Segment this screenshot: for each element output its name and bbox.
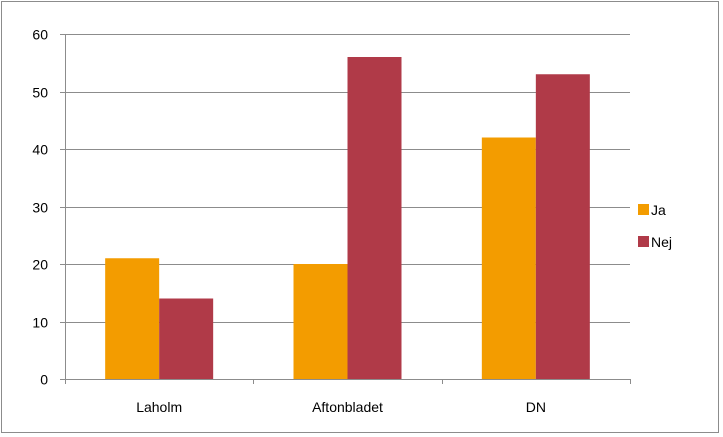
bar-nej-aftonbladet (347, 57, 402, 379)
bars (105, 57, 590, 379)
bar-nej-laholm (159, 298, 214, 379)
axes (65, 34, 631, 384)
x-category-label: Laholm (136, 399, 182, 415)
x-category-label: Aftonbladet (312, 399, 383, 415)
y-tick-label: 30 (32, 200, 48, 216)
y-axis-ticks: 0 10 20 30 40 50 60 (32, 27, 65, 388)
y-tick-label: 0 (40, 372, 48, 388)
y-tick-label: 40 (32, 142, 48, 158)
y-tick-label: 60 (32, 27, 48, 43)
bar-ja-dn (481, 137, 536, 379)
legend-swatch-ja (638, 204, 649, 215)
legend-label-nej: Nej (651, 234, 672, 250)
y-tick-label: 50 (32, 85, 48, 101)
bar-ja-aftonbladet (293, 264, 348, 379)
x-axis-labels: Laholm Aftonbladet DN (136, 399, 546, 415)
bar-ja-laholm (105, 258, 160, 379)
legend-label-ja: Ja (651, 202, 666, 218)
legend-swatch-nej (638, 236, 649, 247)
y-tick-label: 20 (32, 257, 48, 273)
bar-nej-dn (535, 74, 590, 379)
legend: Ja Nej (638, 202, 672, 250)
x-category-label: DN (526, 399, 546, 415)
y-tick-label: 10 (32, 315, 48, 331)
